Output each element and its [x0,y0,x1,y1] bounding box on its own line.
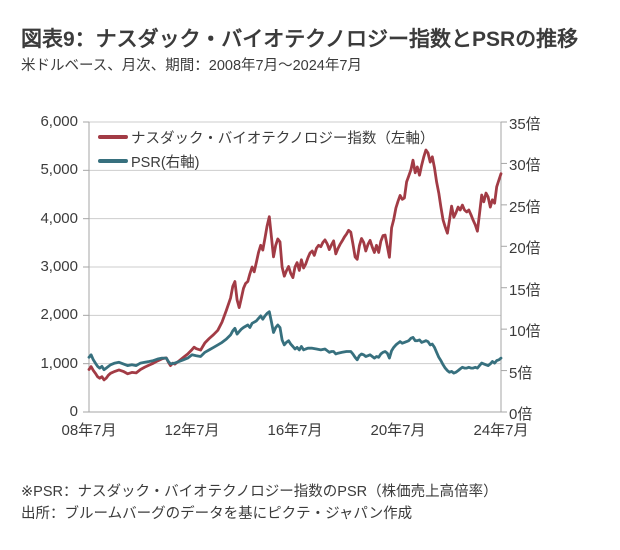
y-left-tick-label: 5,000 [40,161,78,179]
y-right-tick-label: 15倍 [509,281,541,299]
page-title: 図表9：ナスダック・バイオテクノロジー指数とPSRの推移 [21,28,579,51]
chart-canvas [83,121,507,413]
y-right-tick-label: 0倍 [509,406,533,423]
legend-label-nbi: ナスダック・バイオテクノロジー指数（左軸） [131,130,435,147]
y-right-tick-label: 30倍 [509,157,541,175]
y-left-tick-label: 3,000 [40,258,78,275]
psr-line [87,310,503,375]
legend-item-nbi: ナスダック・バイオテクノロジー指数（左軸） [98,125,434,149]
footnote-psr-definition: ※PSR：ナスダック・バイオテクノロジー指数のPSR（株価売上高倍率） [21,484,498,500]
legend-item-psr: PSR(右軸) [98,149,434,173]
x-tick-label: 12年7月 [164,422,220,439]
y-right-tick-label: 20倍 [509,240,541,258]
y-right-tick-label: 10倍 [509,323,541,341]
x-tick-label: 16年7月 [267,422,323,439]
y-right-tick-label: 35倍 [509,116,541,133]
psr-line-swatch-icon [98,158,128,164]
y-left-tick-label: 0 [69,403,78,420]
nbi-index-line [87,148,503,382]
nbi-line-swatch-icon [98,134,128,140]
y-left-tick-label: 6,000 [40,113,78,130]
y-right-tick-label: 5倍 [509,364,533,382]
footnote-source: 出所：ブルームバーグのデータを基にピクテ・ジャパン作成 [21,506,413,522]
y-left-tick-label: 1,000 [40,354,78,372]
y-left-tick-label: 2,000 [40,306,78,324]
y-left-tick-label: 4,000 [40,209,78,227]
legend-label-psr: PSR(右軸) [131,154,200,171]
chart-legend: ナスダック・バイオテクノロジー指数（左軸） PSR(右軸) [98,125,434,173]
x-tick-label: 20年7月 [370,422,426,439]
x-tick-label: 24年7月 [473,422,529,439]
y-right-tick-label: 25倍 [509,198,541,216]
x-tick-label: 08年7月 [61,422,117,439]
page-subtitle: 米ドルベース、月次、期間：2008年7月～2024年7月 [21,58,362,74]
